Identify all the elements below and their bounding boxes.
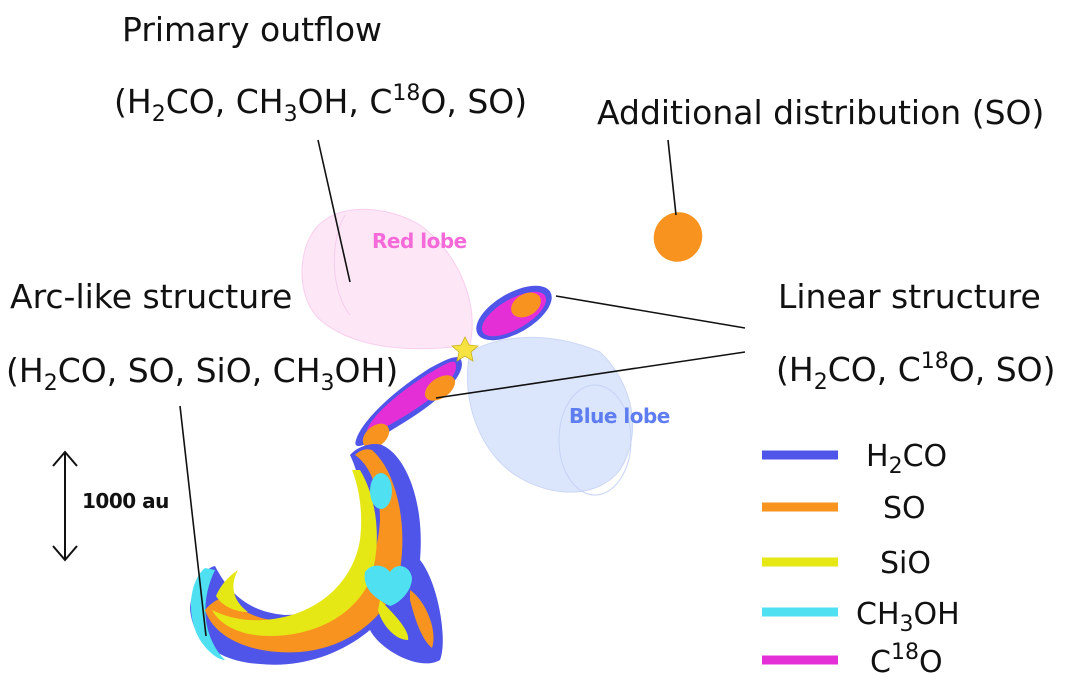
svg-text:SiO: SiO — [880, 546, 931, 581]
svg-text:CH3OH: CH3OH — [856, 597, 960, 637]
arc-structure-species: (H2CO, SO, SiO, CH3OH) — [6, 351, 398, 396]
red-lobe-label: Red lobe — [372, 229, 467, 253]
svg-text:C18O: C18O — [870, 640, 943, 680]
leader-arc — [179, 405, 207, 637]
red-lobe: Red lobe — [301, 208, 473, 350]
linear-structure-title: Linear structure — [778, 277, 1041, 316]
legend-item-ch3oh: CH3OH — [762, 597, 960, 637]
red-lobe-inner-ellipse — [333, 214, 351, 316]
blue-lobe: Blue lobe — [466, 336, 670, 496]
primary-outflow-title: Primary outflow — [122, 10, 382, 49]
svg-text:H2CO: H2CO — [866, 439, 947, 479]
legend-item-sio: SiO — [762, 546, 931, 581]
legend-item-c18o: C18O — [762, 640, 943, 680]
leader-linear-upper — [555, 295, 746, 329]
legend: H2CO SO SiO CH3OH C18O — [762, 439, 960, 680]
scale-label: 1000 au — [82, 489, 169, 513]
arc-structure — [190, 444, 443, 665]
linear-blob-upper — [476, 285, 552, 341]
blue-lobe-label: Blue lobe — [569, 404, 670, 428]
additional-distribution-label: Additional distribution (SO) — [597, 93, 1044, 132]
leader-primary-outflow — [317, 139, 351, 283]
primary-outflow-species: (H2CO, CH3OH, C18O, SO) — [114, 81, 527, 127]
protostar-star — [451, 336, 479, 362]
svg-text:SO: SO — [883, 491, 926, 526]
arc-structure-title: Arc-like structure — [10, 277, 292, 316]
blue-lobe-shape — [466, 336, 634, 493]
leader-additional — [667, 139, 677, 216]
additional-so-blob — [653, 212, 703, 262]
leader-lines — [179, 139, 746, 637]
blue-lobe-inner-ellipse — [558, 384, 632, 496]
leader-linear-lower — [435, 351, 746, 399]
linear-blob-lower — [355, 357, 462, 449]
scale-bar: 1000 au — [52, 450, 169, 562]
legend-item-h2co: H2CO — [762, 439, 947, 479]
linear-structure-species: (H2CO, C18O, SO) — [776, 349, 1056, 395]
legend-item-so: SO — [762, 491, 926, 526]
